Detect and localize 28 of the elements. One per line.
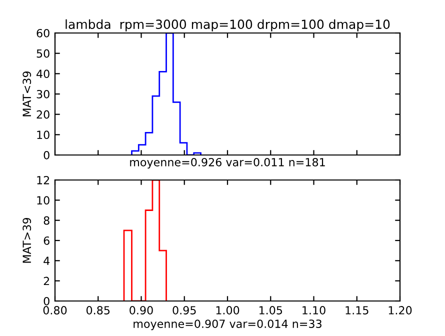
y-tick-label: 0 [44,296,50,306]
y-tick-label: 10 [37,196,50,205]
y-tick-label: 60 [36,28,50,38]
x-tick-label: 0.95 [172,306,196,314]
x-tick-label: 1.10 [302,306,326,314]
x-axis-title: moyenne=0.926 var=0.011 n=181 [130,158,325,169]
y-tick-label: 50 [36,49,50,58]
y-axis-title: MAT<39 [22,72,32,116]
x-tick-label: 0.80 [43,306,67,314]
x-tick-label: 1.20 [388,306,412,314]
y-tick-label: 4 [44,256,50,265]
y-tick-label: 40 [36,70,50,78]
x-tick-label: 1.00 [216,306,240,314]
x-tick-label: 1.15 [346,306,368,314]
y-tick-label: 8 [44,216,50,225]
x-tick-label: 0.90 [130,306,153,314]
y-tick-label: 0 [44,150,50,160]
x-tick-label: 0.85 [86,306,110,314]
y-tick-label: 10 [37,130,50,140]
y-tick-label: 30 [36,90,50,98]
chart-title: lambda rpm=3000 map=100 drpm=100 dmap=10 [66,19,390,32]
x-axis-title: moyenne=0.907 var=0.014 n=33 [134,320,322,330]
y-tick-label: 12 [37,176,50,184]
x-tick-label: 1.05 [259,306,282,314]
y-tick-label: 20 [36,110,50,119]
y-tick-label: 6 [44,236,50,245]
y-tick-label: 2 [44,276,50,286]
y-axis-title: MAT>39 [22,218,32,263]
